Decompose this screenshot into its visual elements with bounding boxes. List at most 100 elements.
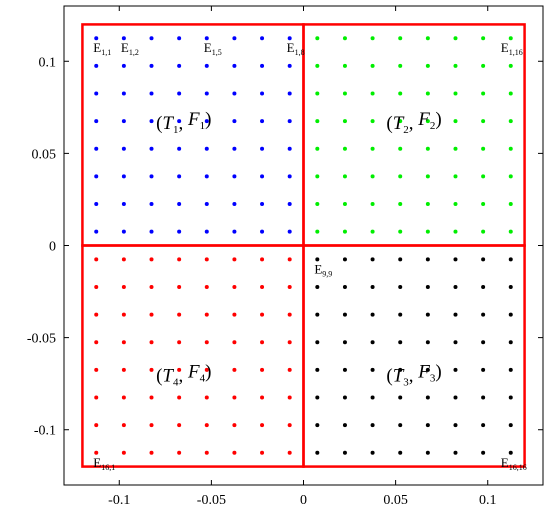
scatter-point — [94, 146, 99, 151]
scatter-point — [232, 450, 237, 455]
scatter-point — [287, 36, 292, 41]
scatter-point — [121, 395, 126, 400]
scatter-point — [481, 423, 486, 428]
scatter-points — [94, 36, 513, 455]
scatter-point — [481, 174, 486, 179]
scatter-point — [315, 174, 320, 179]
scatter-point — [315, 340, 320, 345]
scatter-point — [177, 146, 182, 151]
scatter-point — [425, 174, 430, 179]
scatter-point — [481, 63, 486, 68]
scatter-point — [260, 395, 265, 400]
scatter-point — [204, 202, 209, 207]
scatter-point — [204, 340, 209, 345]
point-label: E1,5 — [204, 40, 222, 57]
scatter-point — [508, 91, 513, 96]
scatter-point — [453, 450, 458, 455]
scatter-point — [177, 450, 182, 455]
scatter-point — [398, 257, 403, 262]
scatter-point — [260, 119, 265, 124]
scatter-point — [370, 229, 375, 234]
scatter-point — [149, 312, 154, 317]
scatter-point — [204, 36, 209, 41]
scatter-point — [232, 174, 237, 179]
scatter-point — [453, 91, 458, 96]
scatter-point — [342, 450, 347, 455]
scatter-point — [149, 146, 154, 151]
scatter-point — [508, 340, 513, 345]
scatter-point — [94, 174, 99, 179]
scatter-point — [398, 450, 403, 455]
scatter-point — [149, 91, 154, 96]
region-box-2 — [302, 23, 526, 247]
scatter-point — [508, 312, 513, 317]
scatter-point — [508, 423, 513, 428]
scatter-point — [425, 91, 430, 96]
scatter-point — [287, 202, 292, 207]
scatter-point — [398, 36, 403, 41]
region-label: (T1, F1) — [156, 109, 211, 136]
scatter-point — [204, 146, 209, 151]
scatter-point — [94, 423, 99, 428]
scatter-point — [94, 450, 99, 455]
scatter-point — [370, 367, 375, 372]
scatter-point — [121, 174, 126, 179]
scatter-point — [370, 36, 375, 41]
region-box-1 — [81, 23, 305, 247]
scatter-point — [453, 312, 458, 317]
scatter-point — [260, 284, 265, 289]
region-label: (T2, F2) — [386, 109, 441, 136]
scatter-point — [177, 63, 182, 68]
scatter-point — [370, 340, 375, 345]
scatter-point — [94, 284, 99, 289]
scatter-point — [370, 119, 375, 124]
scatter-point — [342, 257, 347, 262]
scatter-point — [425, 119, 430, 124]
scatter-point — [342, 174, 347, 179]
scatter-point — [177, 91, 182, 96]
scatter-point — [398, 119, 403, 124]
scatter-point — [260, 340, 265, 345]
scatter-point — [315, 36, 320, 41]
scatter-point — [342, 146, 347, 151]
scatter-point — [149, 119, 154, 124]
scatter-point — [398, 174, 403, 179]
scatter-point — [204, 229, 209, 234]
scatter-point — [232, 146, 237, 151]
scatter-point — [342, 91, 347, 96]
axis-ticks: -0.1 -0.05 0 0.05 0.1 0.1 0.05 0 -0.05 -0.1 — [27, 6, 543, 508]
scatter-point — [287, 395, 292, 400]
scatter-point — [204, 395, 209, 400]
scatter-point — [204, 450, 209, 455]
scatter-point — [425, 450, 430, 455]
scatter-point — [177, 367, 182, 372]
scatter-point — [232, 257, 237, 262]
scatter-point — [315, 312, 320, 317]
scatter-point — [370, 174, 375, 179]
scatter-point — [204, 119, 209, 124]
point-label: E1,2 — [121, 40, 139, 57]
scatter-point — [315, 229, 320, 234]
scatter-point — [481, 202, 486, 207]
scatter-point — [287, 91, 292, 96]
scatter-point — [398, 202, 403, 207]
scatter-point — [232, 340, 237, 345]
scatter-point — [481, 284, 486, 289]
scatter-point — [94, 36, 99, 41]
scatter-point — [370, 91, 375, 96]
scatter-point — [121, 312, 126, 317]
scatter-point — [232, 119, 237, 124]
scatter-point — [398, 146, 403, 151]
scatter-point — [149, 174, 154, 179]
scatter-point — [425, 202, 430, 207]
scatter-point — [370, 423, 375, 428]
x-tick-label: -0.1 — [108, 493, 130, 508]
scatter-point — [94, 340, 99, 345]
scatter-point — [508, 257, 513, 262]
scatter-point — [398, 312, 403, 317]
scatter-point — [94, 312, 99, 317]
scatter-point — [260, 36, 265, 41]
scatter-point — [287, 146, 292, 151]
scatter-point — [481, 312, 486, 317]
scatter-point — [121, 91, 126, 96]
